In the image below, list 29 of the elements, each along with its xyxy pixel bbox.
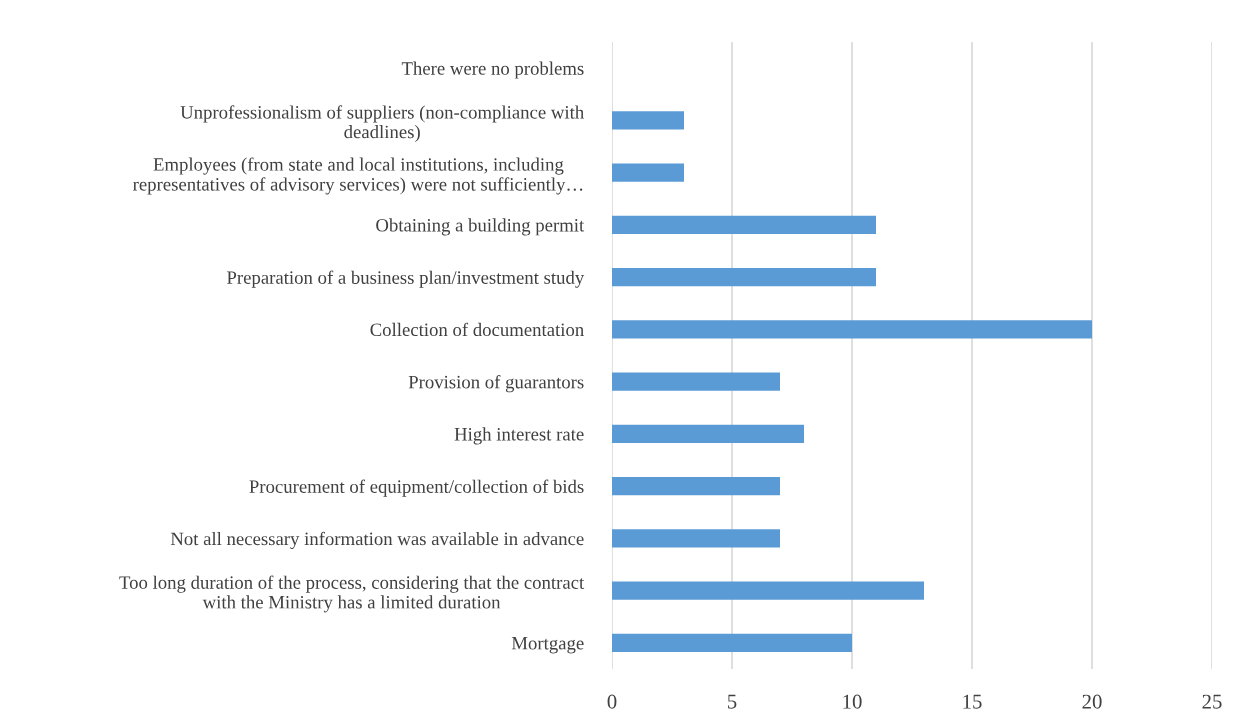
- bar: [612, 320, 1092, 339]
- bar: [612, 163, 684, 182]
- x-tick-label: 20: [1082, 694, 1102, 709]
- bar: [612, 215, 876, 235]
- y-tick-label: There were no problems: [401, 61, 584, 79]
- bar: [612, 633, 852, 653]
- bar: [612, 111, 684, 130]
- y-tick-label: Obtaining a building permit: [376, 218, 585, 236]
- bar: [612, 372, 780, 391]
- bar: [612, 267, 876, 287]
- x-tick-label: 0: [607, 694, 617, 709]
- bar: [612, 581, 924, 600]
- x-tick-label: 10: [843, 694, 862, 709]
- y-tick-label: Procurement of equipment/collection of bids: [249, 479, 584, 497]
- y-tick-label: Provision of guarantors: [408, 375, 584, 393]
- x-tick-label: 15: [963, 694, 982, 709]
- y-tick-label: Too long duration of the process, considering that the contract with the Ministry has a limited duration: [119, 575, 585, 613]
- y-tick-label: Employees (from state and local institutions, including representatives of advisory services) were not sufficiently…: [132, 157, 583, 195]
- y-tick-label: Mortgage: [511, 637, 584, 654]
- bar: [612, 476, 780, 496]
- x-tick-label: 5: [728, 694, 737, 709]
- y-tick-label: Unprofessionalism of suppliers (non-compliance with deadlines): [180, 105, 584, 143]
- y-tick-label: High interest rate: [454, 427, 584, 445]
- y-tick-label: Collection of documentation: [370, 322, 584, 337]
- bar: [612, 529, 780, 548]
- y-tick-label: Preparation of a business plan/investment study: [227, 270, 585, 288]
- y-tick-label: Not all necessary information was available in advance: [170, 531, 584, 550]
- bar: [612, 424, 804, 444]
- x-tick-label: 25: [1202, 694, 1222, 709]
